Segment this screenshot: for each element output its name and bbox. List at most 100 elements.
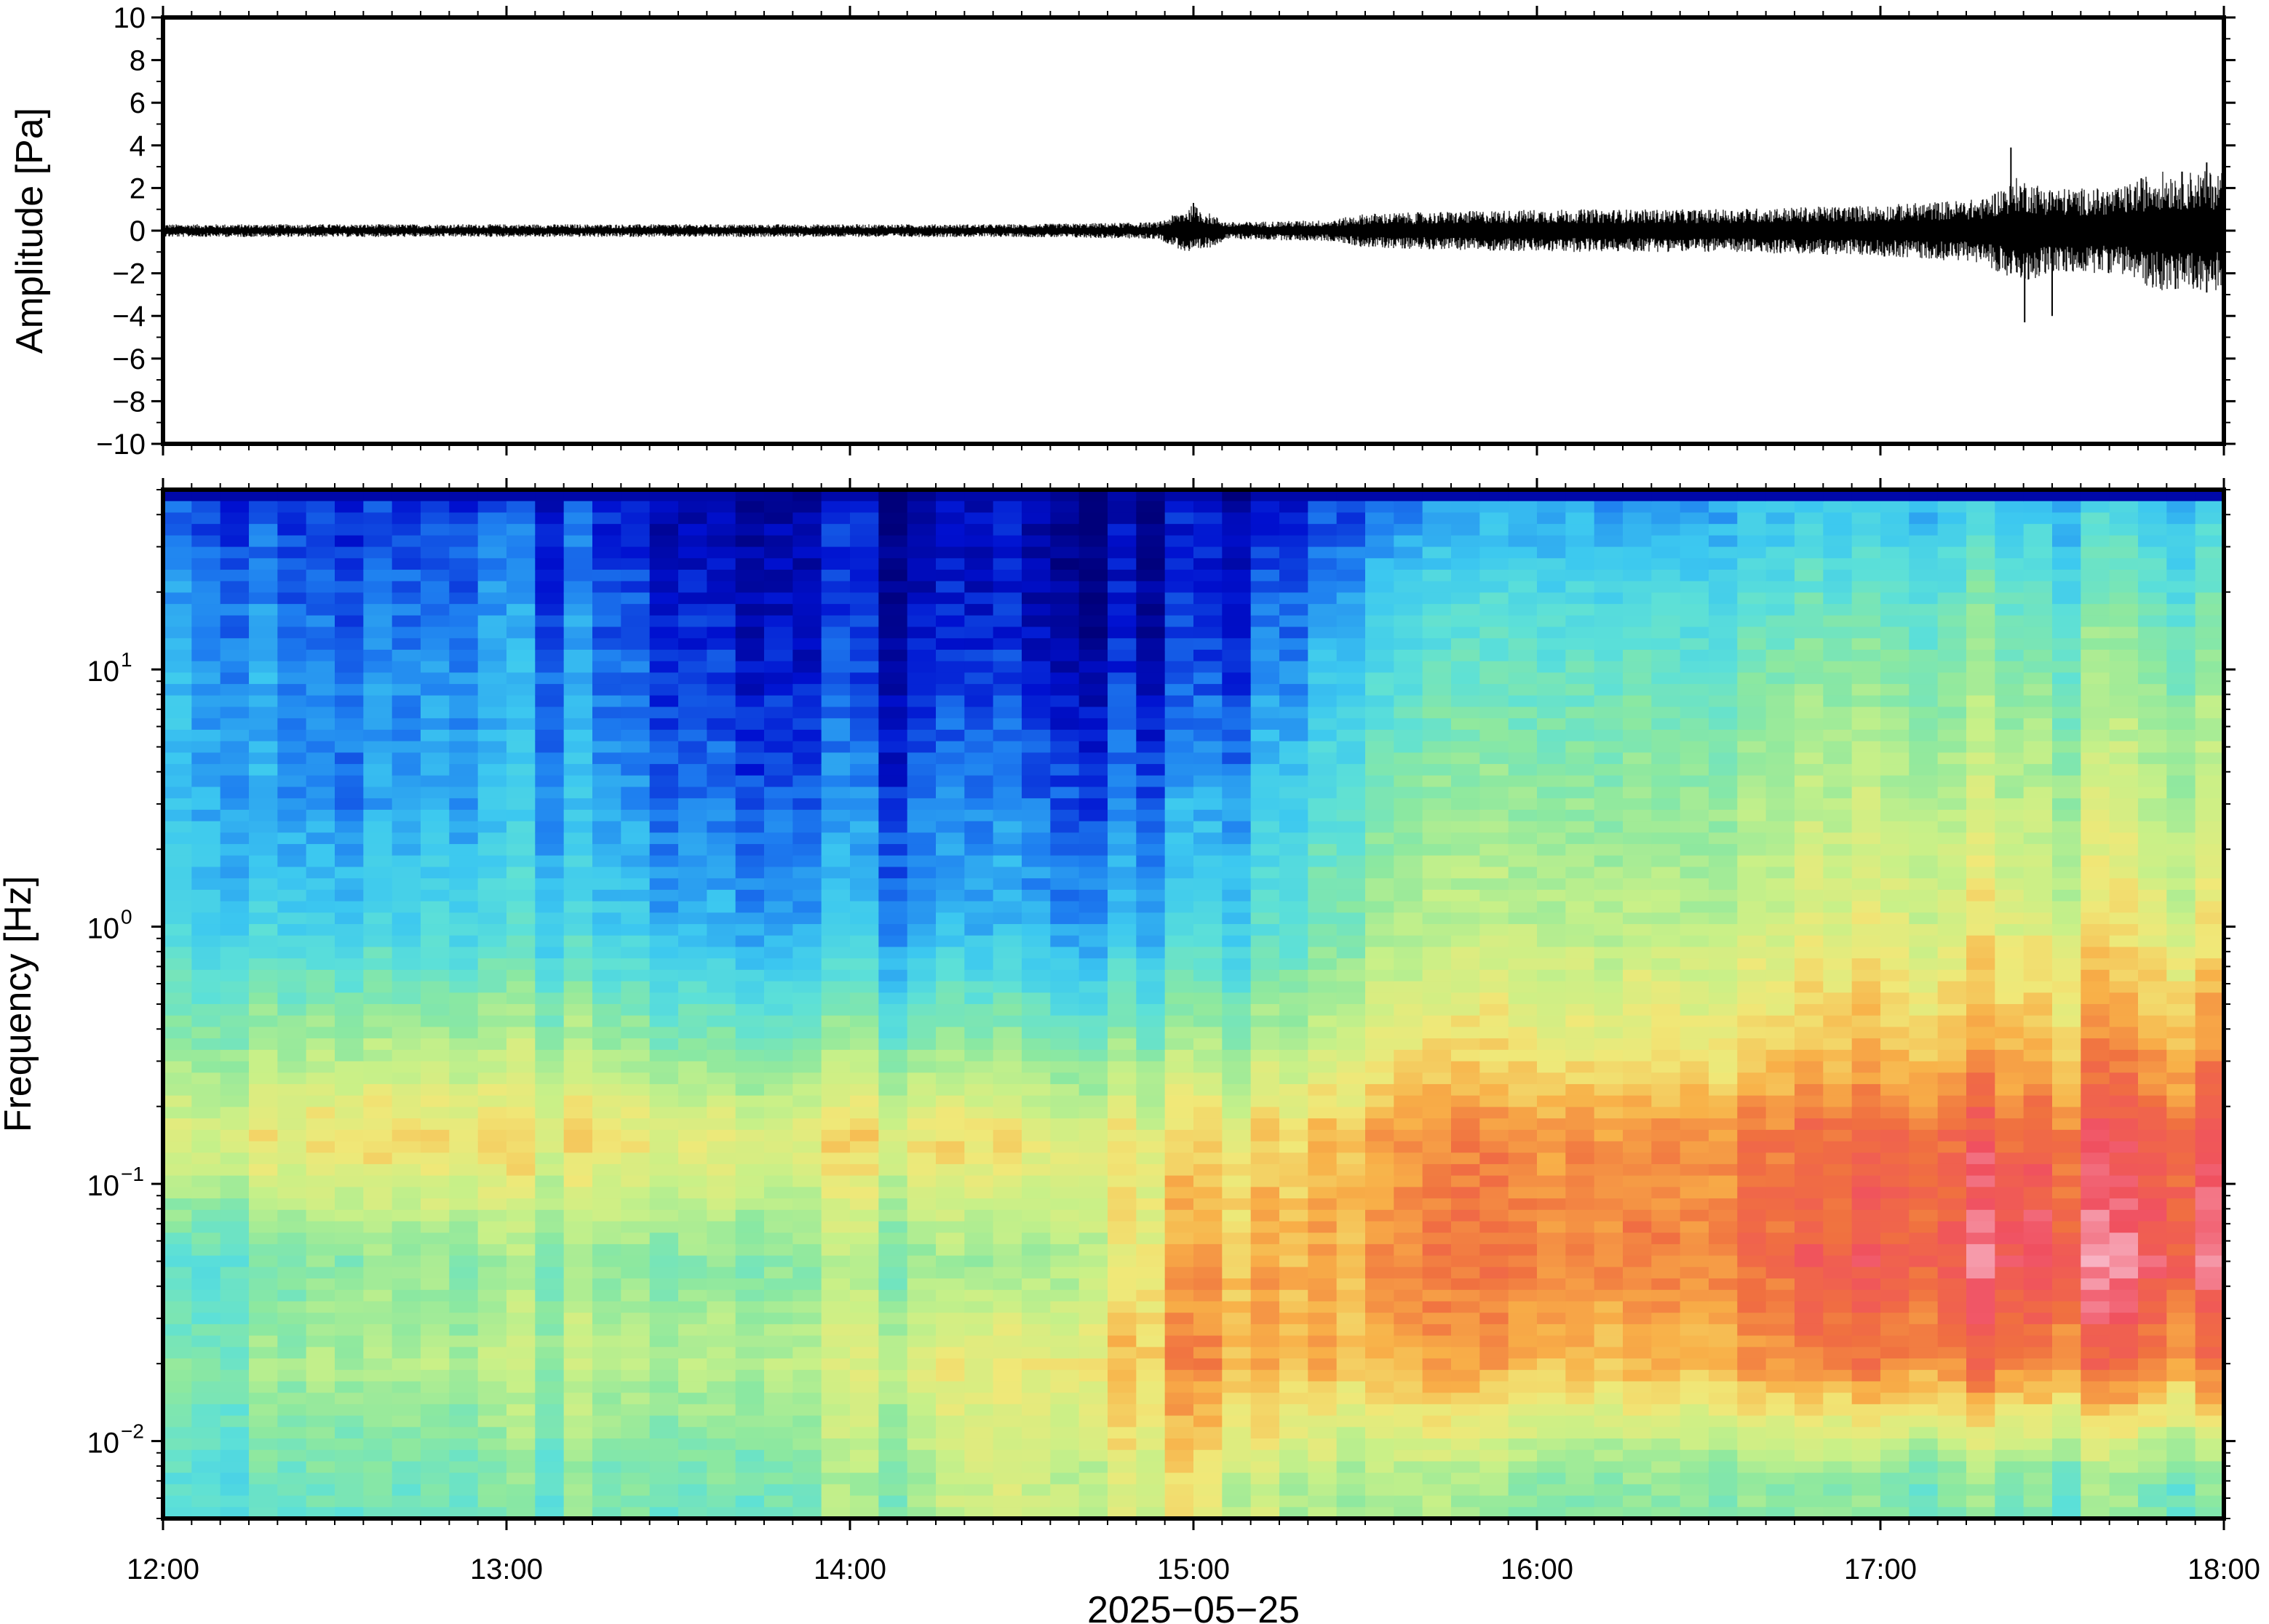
spectrogram-cell [592,615,622,628]
spectrogram-cell [878,1393,908,1405]
spectrogram-cell [621,592,651,605]
spectrogram-cell [249,638,279,650]
spectrogram-cell [277,1221,307,1234]
spectrogram-cell [735,1313,765,1325]
spectrogram-cell [335,1381,365,1393]
spectrogram-cell [1336,798,1366,811]
spectrogram-cell [1651,661,1681,674]
spectrogram-cell [821,912,851,925]
spectrogram-cell [1108,1118,1137,1131]
spectrogram-cell [621,1267,651,1279]
spectrogram-cell [1651,581,1681,594]
spectrogram-cell [1651,1415,1681,1428]
spectrogram-cell [707,1209,736,1222]
spectrogram-cell [878,695,908,708]
spectrogram-cell [993,512,1022,525]
spectrogram-cell [592,1027,622,1039]
spectrogram-cell [1651,1381,1681,1393]
spectrogram-cell [249,1015,279,1028]
spectrogram-cell [335,1289,365,1302]
spectrogram-cell [907,501,937,514]
spectrogram-cell [1308,775,1338,788]
spectrogram-cell [792,867,822,879]
spectrogram-cell [878,1369,908,1382]
spectrogram-cell [792,1153,822,1165]
spectrogram-cell [1164,1153,1194,1165]
spectrogram-cell [421,958,450,971]
spectrogram-cell [249,1083,279,1096]
spectrogram-cell [1279,775,1309,788]
spectrogram-cell [964,1153,994,1165]
spectrogram-cell [449,1243,479,1257]
spectrogram-cell [1537,1438,1567,1451]
spectrogram-cell [1651,1461,1681,1473]
spectrogram-cell [1108,1313,1137,1325]
spectrogram-cell [878,1083,908,1096]
spectrogram-cell [1250,889,1280,902]
spectrogram-cell [191,1278,221,1291]
spectrogram-cell [1394,867,1423,879]
spectrogram-cell [1164,1118,1194,1131]
spectrogram-cell [1594,855,1624,868]
spectrogram-cell [792,764,822,776]
spectrogram-cell [191,581,221,594]
spectrogram-cell [1479,524,1509,536]
spectrogram-cell [277,821,307,834]
spectrogram-cell [878,661,908,674]
spectrogram-cell [1594,958,1624,971]
spectrogram-cell [993,1175,1022,1188]
spectrogram-cell [1394,912,1423,925]
spectrogram-cell [707,1415,736,1428]
spectrogram-cell [1623,1038,1653,1051]
spectrogram-cell [1594,1107,1624,1119]
spectrogram-cell [1336,1255,1366,1268]
spectrogram-cell [535,1187,565,1199]
waveform-x-ticks [162,6,2225,455]
spectrogram-cell [563,1289,593,1302]
spectrogram-cell [163,947,193,959]
spectrogram-cell [191,981,221,994]
spectrogram-cell [592,1461,622,1473]
spectrogram-cell [993,1335,1022,1348]
spectrogram-cell [477,1267,507,1279]
spectrogram-cell [678,1347,708,1359]
spectrogram-cell [1565,524,1595,536]
spectrogram-cell [306,981,335,994]
spectrogram-cell [1623,901,1653,914]
spectrogram-cell [1136,729,1166,742]
spectrogram-cell [1279,821,1309,834]
spectrogram-cell [1164,1438,1194,1451]
spectrogram-cell [993,855,1022,868]
spectrogram-cell [477,1404,507,1417]
spectrogram-cell [1022,741,1052,754]
spectrogram-cell [1365,1381,1395,1393]
spectrogram-cell [277,1427,307,1439]
spectrogram-cell [306,1427,335,1439]
spectrogram-cell [392,535,421,548]
spectrogram-cell [621,615,651,628]
spectrogram-cell [592,821,622,834]
spectrogram-cell [735,775,765,788]
spectrogram-cell [764,1243,794,1257]
spectrogram-cell [649,638,679,650]
spectrogram-cell [191,1163,221,1177]
spectrogram-cell [1250,1027,1280,1039]
spectrogram-cell [1050,1118,1080,1131]
spectrogram-cell [421,1369,450,1382]
spectrogram-cell [1336,924,1366,936]
spectrogram-cell [621,1198,651,1211]
spectrogram-cell [850,1049,880,1062]
spectrogram-cell [936,706,966,720]
spectrogram-cell [363,1163,393,1177]
spectrogram-cell [277,1061,307,1074]
spectrogram-cell [1594,889,1624,902]
spectrogram-cell [220,787,250,799]
spectrogram-cell [449,958,479,971]
spectrogram-cell [1250,1289,1280,1302]
spectrogram-cell [563,1198,593,1211]
spectrogram-cell [649,1358,679,1371]
spectrogram-cell [249,1324,279,1337]
spectrogram-cell [163,626,193,640]
spectrogram-cell [306,615,335,628]
spectrogram-cell [907,569,937,582]
